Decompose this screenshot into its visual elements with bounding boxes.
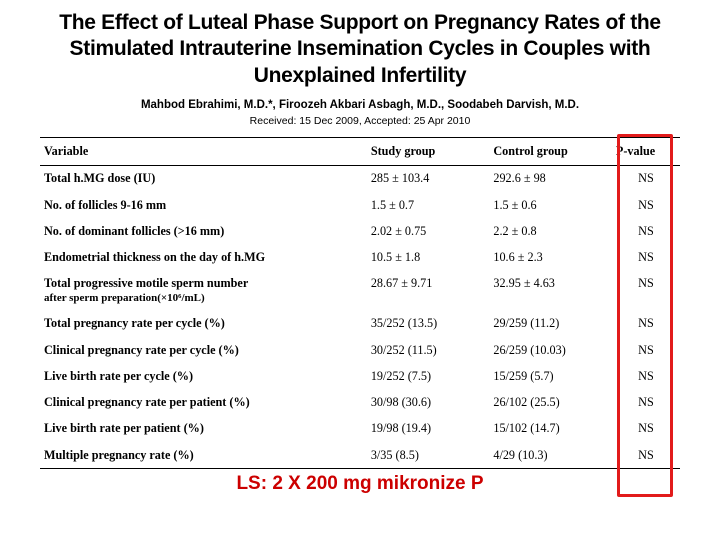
study-value: 30/252 (11.5)	[367, 337, 490, 363]
control-value: 2.2 ± 0.8	[489, 218, 612, 244]
table-row: No. of follicles 9-16 mm1.5 ± 0.71.5 ± 0…	[40, 192, 680, 218]
table-row: Clinical pregnancy rate per cycle (%)30/…	[40, 337, 680, 363]
p-value: NS	[612, 165, 680, 192]
row-label: Multiple pregnancy rate (%)	[40, 442, 367, 469]
table-row: No. of dominant follicles (>16 mm)2.02 ±…	[40, 218, 680, 244]
col-control: Control group	[489, 137, 612, 165]
row-label: Clinical pregnancy rate per patient (%)	[40, 390, 367, 416]
study-value: 1.5 ± 0.7	[367, 192, 490, 218]
row-label: Total pregnancy rate per cycle (%)	[40, 311, 367, 337]
study-value: 2.02 ± 0.75	[367, 218, 490, 244]
control-value: 1.5 ± 0.6	[489, 192, 612, 218]
control-value: 32.95 ± 4.63	[489, 271, 612, 311]
control-value: 10.6 ± 2.3	[489, 245, 612, 271]
col-variable: Variable	[40, 137, 367, 165]
row-label: Endometrial thickness on the day of h.MG	[40, 245, 367, 271]
control-value: 15/102 (14.7)	[489, 416, 612, 442]
p-value: NS	[612, 442, 680, 469]
p-value: NS	[612, 192, 680, 218]
row-sublabel: after sperm preparation(×10⁶/mL)	[44, 292, 363, 306]
results-table: Variable Study group Control group P-val…	[40, 137, 680, 470]
table-header-row: Variable Study group Control group P-val…	[40, 137, 680, 165]
paper-dates: Received: 15 Dec 2009, Accepted: 25 Apr …	[40, 115, 680, 127]
study-value: 19/98 (19.4)	[367, 416, 490, 442]
p-value: NS	[612, 311, 680, 337]
p-value: NS	[612, 416, 680, 442]
p-value: NS	[612, 363, 680, 389]
row-label: Total h.MG dose (IU)	[40, 165, 367, 192]
study-value: 3/35 (8.5)	[367, 442, 490, 469]
control-value: 26/102 (25.5)	[489, 390, 612, 416]
study-value: 285 ± 103.4	[367, 165, 490, 192]
row-label: Total progressive motile sperm numberaft…	[40, 271, 367, 311]
row-label: No. of follicles 9-16 mm	[40, 192, 367, 218]
p-value: NS	[612, 218, 680, 244]
p-value: NS	[612, 337, 680, 363]
control-value: 26/259 (10.03)	[489, 337, 612, 363]
p-value: NS	[612, 390, 680, 416]
table-row: Live birth rate per cycle (%)19/252 (7.5…	[40, 363, 680, 389]
control-value: 292.6 ± 98	[489, 165, 612, 192]
table-row: Multiple pregnancy rate (%)3/35 (8.5)4/2…	[40, 442, 680, 469]
paper-title: The Effect of Luteal Phase Support on Pr…	[40, 10, 680, 89]
study-value: 19/252 (7.5)	[367, 363, 490, 389]
control-value: 4/29 (10.3)	[489, 442, 612, 469]
table-row: Clinical pregnancy rate per patient (%)3…	[40, 390, 680, 416]
col-study: Study group	[367, 137, 490, 165]
row-label: Live birth rate per cycle (%)	[40, 363, 367, 389]
table-row: Total pregnancy rate per cycle (%)35/252…	[40, 311, 680, 337]
paper-authors: Mahbod Ebrahimi, M.D.*, Firoozeh Akbari …	[40, 99, 680, 111]
study-value: 30/98 (30.6)	[367, 390, 490, 416]
p-value: NS	[612, 245, 680, 271]
study-value: 10.5 ± 1.8	[367, 245, 490, 271]
table-row: Live birth rate per patient (%)19/98 (19…	[40, 416, 680, 442]
table-row: Total h.MG dose (IU)285 ± 103.4292.6 ± 9…	[40, 165, 680, 192]
row-label: No. of dominant follicles (>16 mm)	[40, 218, 367, 244]
table-row: Endometrial thickness on the day of h.MG…	[40, 245, 680, 271]
footer-note: LS: 2 X 200 mg mikronize P	[40, 473, 680, 495]
row-label: Clinical pregnancy rate per cycle (%)	[40, 337, 367, 363]
control-value: 29/259 (11.2)	[489, 311, 612, 337]
control-value: 15/259 (5.7)	[489, 363, 612, 389]
study-value: 35/252 (13.5)	[367, 311, 490, 337]
col-pvalue: P-value	[612, 137, 680, 165]
table-row: Total progressive motile sperm numberaft…	[40, 271, 680, 311]
study-value: 28.67 ± 9.71	[367, 271, 490, 311]
row-label: Live birth rate per patient (%)	[40, 416, 367, 442]
p-value: NS	[612, 271, 680, 311]
